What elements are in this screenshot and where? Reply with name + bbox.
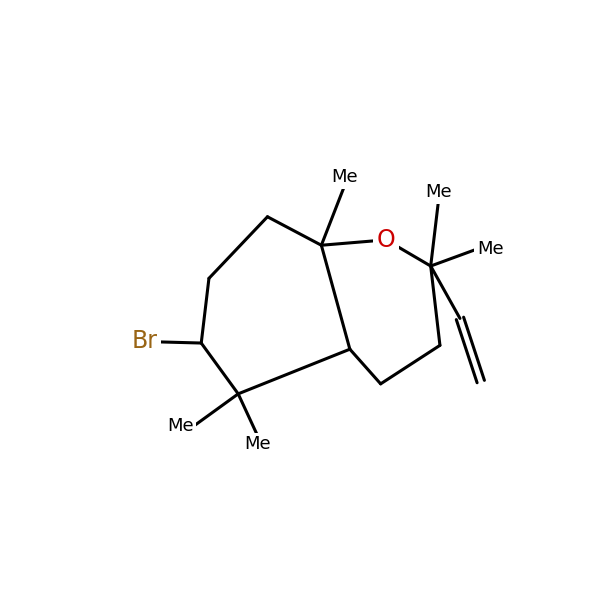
Text: Br: Br xyxy=(131,329,157,353)
Text: Me: Me xyxy=(425,184,452,202)
Text: O: O xyxy=(377,228,395,252)
Text: Me: Me xyxy=(167,417,194,435)
Text: Me: Me xyxy=(331,168,358,186)
Text: Me: Me xyxy=(477,240,503,258)
Text: Me: Me xyxy=(244,436,271,454)
